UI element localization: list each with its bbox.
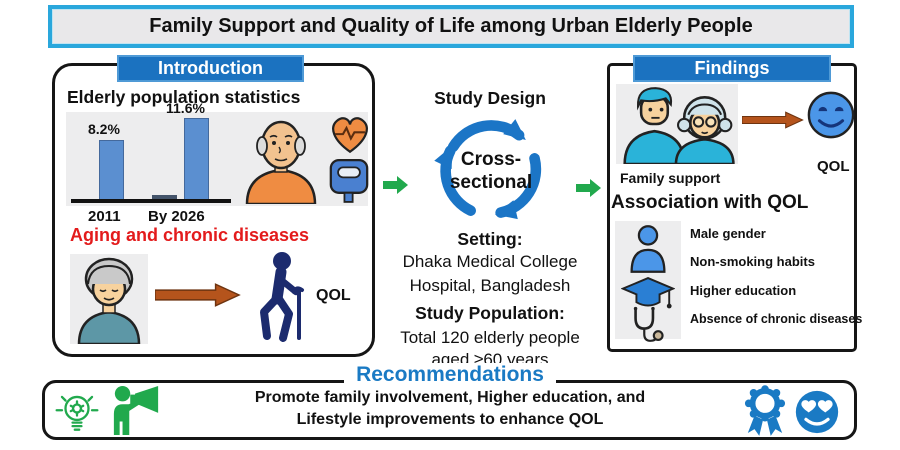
bar-2011 [99, 140, 124, 202]
qol-label-intro: QOL [316, 287, 351, 304]
study-design-label: Study Design [434, 88, 546, 108]
family-icon [616, 87, 738, 168]
setting-line1: Dhaka Medical College [402, 252, 578, 271]
recommendation-line2: Lifestyle improvements to enhance QOL [296, 411, 604, 428]
population-label: Study Population: [415, 303, 565, 323]
introduction-header: Introduction [117, 55, 304, 82]
setting-line2: Hospital, Bangladesh [409, 276, 571, 295]
setting-label: Setting: [457, 229, 523, 249]
chart-baseline [71, 199, 231, 203]
heart-ecg-icon [328, 114, 372, 161]
recommendations-header: Recommendations [0, 363, 900, 387]
heart-eyes-smiley-icon [794, 389, 840, 440]
elderly-woman-tile [70, 254, 148, 346]
flow-arrow-left-icon [383, 175, 409, 200]
bar-small [152, 195, 177, 199]
bar-value-2011: 8.2% [88, 121, 120, 137]
finding-item-higher-education: Higher education [690, 283, 797, 298]
bar-category-2011: 2011 [88, 208, 121, 225]
population-line1: Total 120 elderly people [400, 328, 580, 347]
blood-pressure-monitor-icon [329, 158, 369, 209]
finding-item-male-gender: Male gender [690, 226, 766, 241]
bar-2026 [184, 118, 209, 202]
graduation-cap-icon [620, 276, 676, 315]
walking-person-cane-icon [250, 252, 312, 347]
elderly-woman-icon [70, 257, 148, 348]
award-ribbon-icon [744, 384, 786, 443]
male-person-icon [628, 224, 668, 279]
arrow-right-icon [741, 110, 804, 135]
announcer-megaphone-icon [106, 385, 166, 440]
association-heading: Association with QOL [611, 192, 809, 213]
smiley-face-icon [806, 90, 856, 145]
findings-header: Findings [633, 55, 831, 82]
elderly-man-icon [234, 116, 328, 209]
arrow-right-icon [154, 283, 241, 312]
flow-arrow-right-icon [576, 178, 602, 203]
bar-category-2026: By 2026 [148, 208, 205, 225]
stats-heading: Elderly population statistics [67, 87, 301, 107]
cycle-arrows-icon: Cross- sectional [428, 110, 554, 230]
finding-item-non-smoking: Non-smoking habits [690, 254, 815, 269]
family-support-label: Family support [620, 170, 721, 186]
finding-item-no-chronic-diseases: Absence of chronic diseases [690, 312, 863, 326]
recommendation-line1: Promote family involvement, Higher educa… [254, 389, 646, 406]
aging-heading: Aging and chronic diseases [70, 225, 310, 245]
bar-value-2026: 11.6% [166, 100, 205, 116]
family-tile [616, 84, 738, 166]
design-type-label: Cross- sectional [449, 149, 533, 193]
idea-lightbulb-icon [54, 389, 100, 440]
page-title: Family Support and Quality of Life among… [48, 5, 854, 48]
qol-label-findings: QOL [817, 158, 850, 175]
stethoscope-icon [626, 306, 666, 351]
